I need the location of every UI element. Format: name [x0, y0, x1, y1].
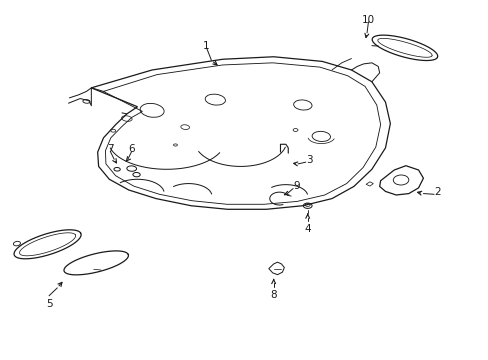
Text: 6: 6: [128, 144, 135, 154]
Text: 2: 2: [433, 187, 440, 197]
Text: 7: 7: [107, 144, 113, 154]
Text: 8: 8: [270, 290, 276, 300]
Text: 10: 10: [361, 15, 374, 24]
Text: 9: 9: [292, 181, 299, 192]
Text: 3: 3: [305, 155, 312, 165]
Text: 5: 5: [46, 298, 52, 309]
Text: 1: 1: [203, 41, 209, 51]
Text: 4: 4: [304, 224, 310, 234]
